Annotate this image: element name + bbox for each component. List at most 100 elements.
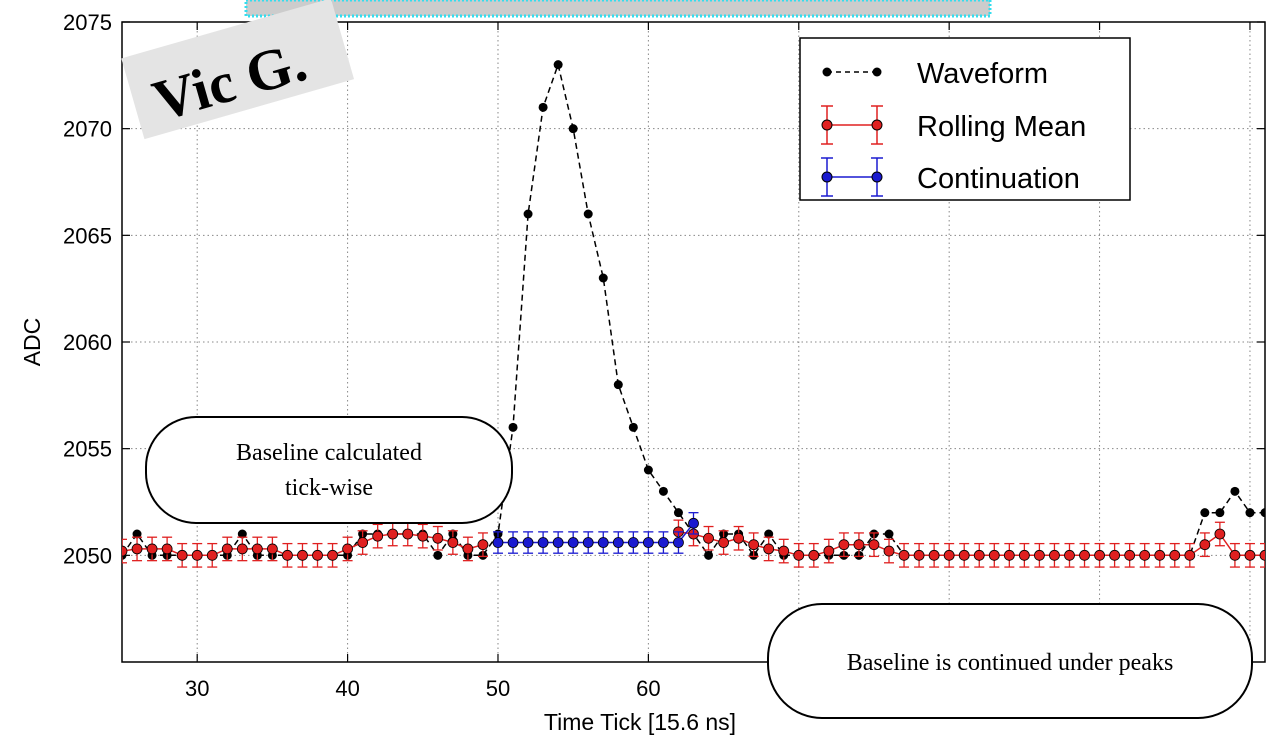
y-tick-label-2050: 2050: [63, 543, 112, 568]
data-point: [688, 517, 699, 529]
data-point: [642, 537, 654, 548]
data-point: [853, 539, 865, 551]
data-point: [1018, 549, 1030, 561]
data-point: [613, 380, 623, 390]
data-point: [1079, 549, 1090, 561]
callout-baseline-tickwise: Baseline calculated tick-wise: [145, 416, 513, 524]
data-point: [522, 537, 534, 548]
data-point: [312, 549, 323, 561]
data-point: [251, 543, 263, 555]
data-point: [643, 465, 653, 475]
data-point: [764, 529, 774, 539]
data-point: [297, 549, 308, 561]
data-point: [357, 537, 369, 548]
data-point: [538, 102, 548, 112]
data-point: [943, 549, 955, 561]
data-point: [387, 528, 399, 540]
y-tick-label-2075: 2075: [63, 10, 112, 35]
data-point: [237, 529, 247, 539]
data-point: [1260, 508, 1265, 518]
data-point: [612, 537, 624, 548]
legend-box: [799, 37, 1131, 201]
data-point: [628, 422, 638, 432]
data-point: [191, 549, 203, 561]
y-tick-label-2055: 2055: [63, 437, 112, 462]
data-point: [704, 550, 714, 560]
data-point: [342, 543, 353, 555]
data-point: [477, 539, 489, 551]
data-point: [808, 549, 820, 561]
data-point: [176, 549, 188, 561]
data-point: [883, 545, 895, 557]
x-tick-label-60: 60: [636, 676, 660, 701]
data-point: [898, 549, 910, 561]
data-point: [868, 539, 880, 551]
data-point: [327, 549, 338, 561]
data-point: [627, 537, 639, 548]
data-point: [763, 543, 775, 555]
data-point: [122, 545, 128, 557]
data-point: [372, 530, 384, 542]
legend: Waveform Rolling Mean Continuation: [799, 37, 1131, 201]
data-point: [913, 549, 925, 561]
data-point: [1169, 549, 1181, 561]
data-point: [958, 549, 970, 561]
y-tick-label-2070: 2070: [63, 117, 112, 142]
data-point: [1094, 549, 1105, 561]
data-point: [1259, 549, 1265, 561]
data-point: [823, 545, 835, 557]
data-point: [1184, 549, 1196, 561]
data-point: [552, 537, 564, 548]
data-point: [432, 532, 444, 544]
data-point: [567, 537, 579, 548]
data-point: [282, 549, 293, 561]
data-point: [597, 537, 609, 548]
data-point: [161, 543, 173, 555]
x-axis-label: Time Tick [15.6 ns]: [544, 709, 736, 735]
data-point: [1214, 528, 1226, 540]
data-point: [221, 543, 233, 555]
y-axis-label: ADC: [19, 318, 45, 367]
data-point: [508, 422, 518, 432]
data-point: [733, 532, 745, 544]
y-tick-labels: 2050 2055 2060 2065 2070 2075: [63, 10, 112, 568]
data-point: [146, 543, 158, 555]
data-point: [553, 60, 563, 70]
data-point: [402, 528, 414, 540]
data-point: [433, 550, 443, 560]
data-point: [793, 549, 805, 561]
legend-item-continuation: Continuation: [821, 157, 1080, 197]
callout-left-line1: Baseline calculated: [236, 440, 422, 466]
x-tick-label-30: 30: [185, 676, 209, 701]
y-tick-label-2060: 2060: [63, 330, 112, 355]
data-point: [1245, 508, 1255, 518]
data-point: [523, 209, 533, 219]
data-point: [1049, 549, 1060, 561]
series-rolling-mean: [122, 519, 1265, 568]
data-point: [988, 549, 1000, 561]
data-point: [778, 545, 790, 557]
data-point: [1229, 549, 1241, 561]
data-point: [1064, 549, 1075, 561]
data-point: [1244, 549, 1256, 561]
data-point: [447, 537, 459, 548]
data-point: [1230, 486, 1240, 496]
data-point: [1139, 549, 1151, 561]
x-tick-label-50: 50: [486, 676, 510, 701]
data-point: [973, 549, 985, 561]
data-point: [507, 537, 519, 548]
top-banner: [244, 0, 992, 18]
data-point: [658, 486, 668, 496]
series-continuation: [492, 512, 699, 554]
data-point: [462, 543, 474, 555]
data-point: [206, 549, 218, 561]
data-point: [492, 537, 504, 548]
data-point: [928, 549, 940, 561]
data-point: [568, 124, 578, 134]
legend-item-waveform: Waveform: [822, 58, 1048, 90]
data-point: [748, 539, 760, 551]
data-point: [838, 539, 850, 551]
data-point: [1154, 549, 1166, 561]
data-point: [1124, 549, 1136, 561]
